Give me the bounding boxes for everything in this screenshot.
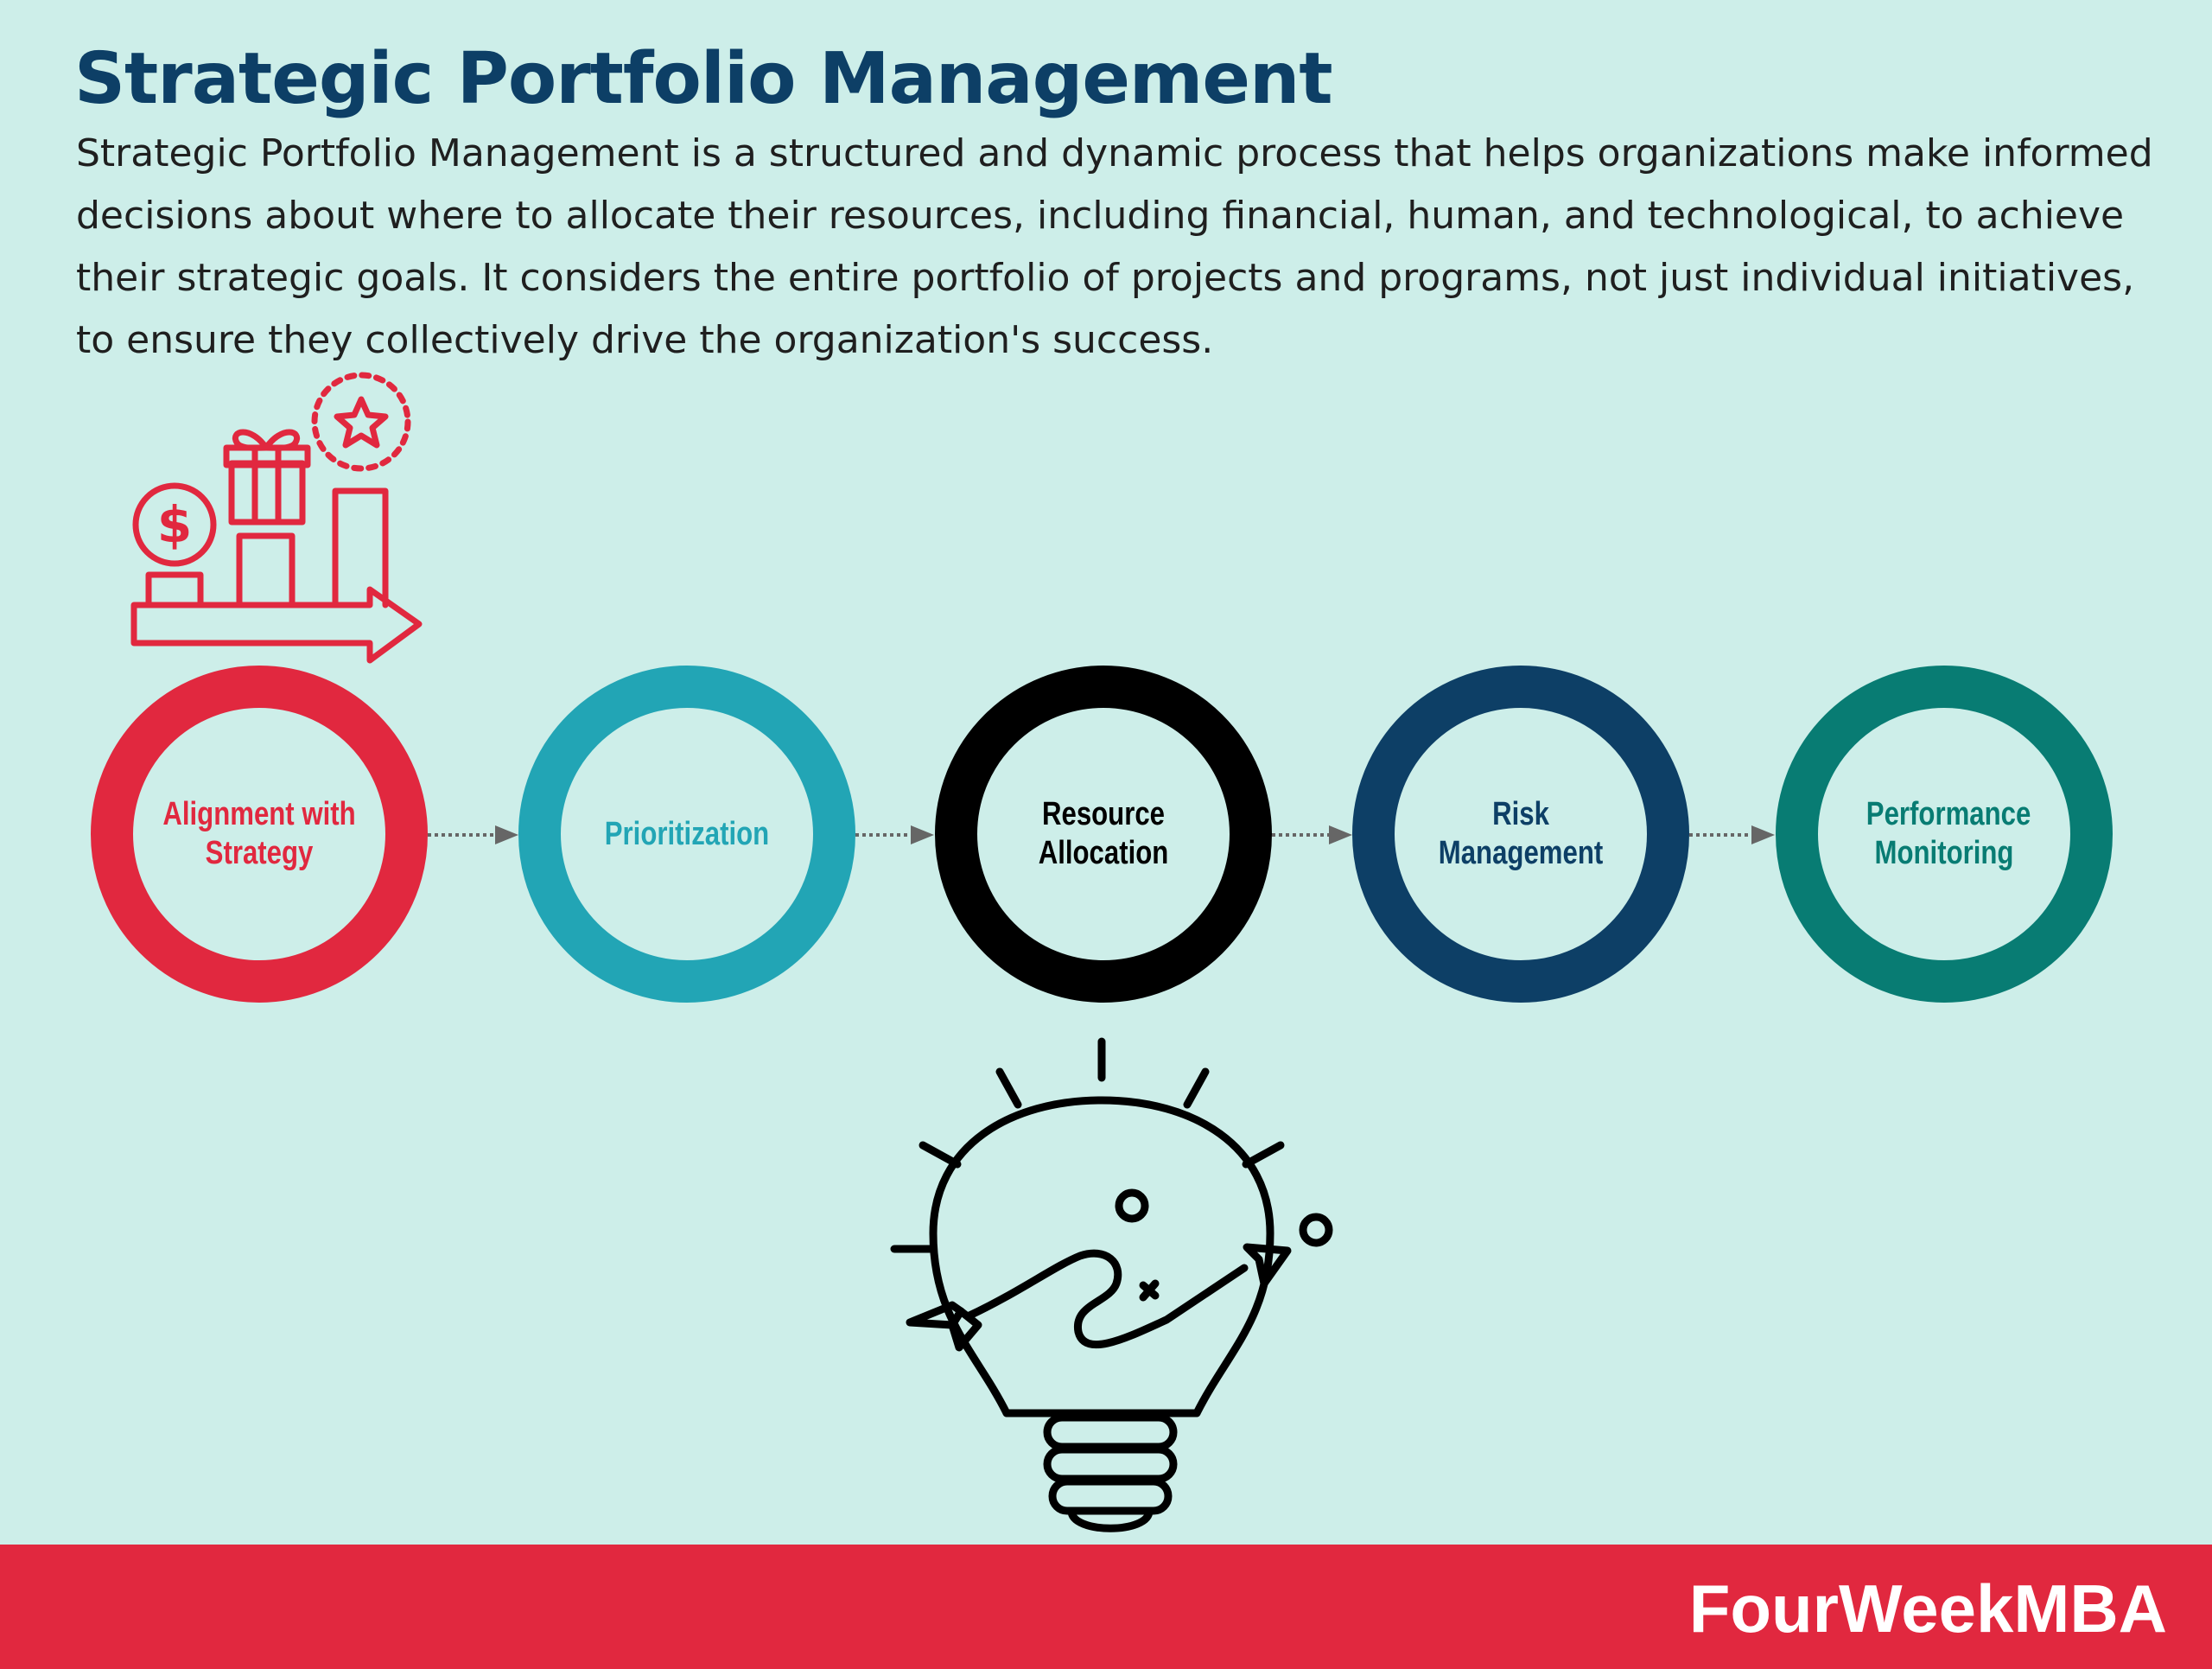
brand-logo: FourWeekMBA: [1688, 1570, 2167, 1647]
connector-arrow-icon: [1689, 825, 1775, 844]
step-performance-monitoring: Performance Monitoring: [1776, 666, 2113, 1003]
step-label: Resource Allocation: [1038, 796, 1169, 871]
step-prioritization: Prioritization: [518, 666, 855, 1003]
page-title: Strategic Portfolio Management: [74, 38, 1333, 120]
step-resource-allocation: Resource Allocation: [935, 666, 1272, 1003]
svg-text:$: $: [157, 495, 192, 554]
step-alignment-with-strategy: Alignment with Strategy: [91, 666, 428, 1003]
step-risk-management: Risk Management: [1352, 666, 1689, 1003]
connector-arrow-icon: [855, 825, 934, 844]
footer-bar: FourWeekMBA: [0, 1545, 2212, 1669]
connector-arrow-icon: [428, 825, 518, 844]
page-description: Strategic Portfolio Management is a stru…: [76, 131, 2153, 362]
step-label: Alignment with Strategy: [162, 796, 356, 871]
step-label: Performance Monitoring: [1866, 796, 2031, 871]
step-label: Prioritization: [604, 815, 770, 852]
connector-arrow-icon: [1272, 825, 1352, 844]
step-label: Risk Management: [1438, 796, 1604, 871]
growth-rewards-icon: $: [130, 372, 423, 664]
lightbulb-target-icon: [890, 1037, 1333, 1532]
